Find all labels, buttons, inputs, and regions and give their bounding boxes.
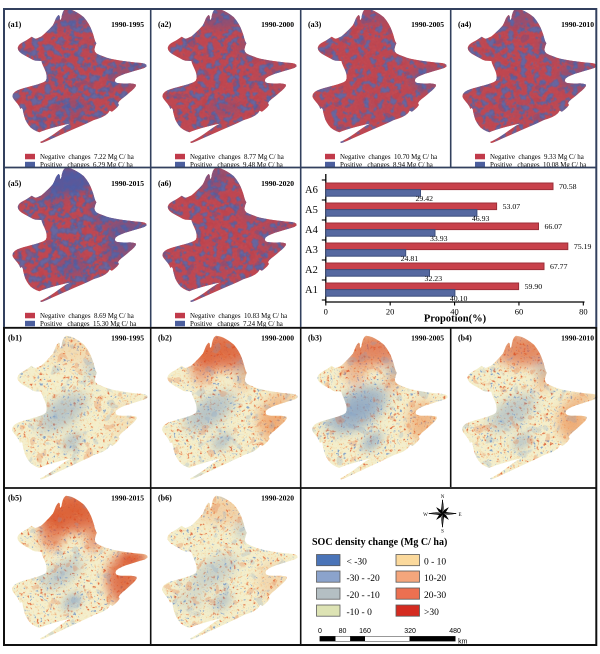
svg-text:29.42: 29.42 bbox=[416, 194, 434, 203]
svg-text:-10 - 0: -10 - 0 bbox=[347, 608, 373, 618]
svg-text:Positive changes 6.29 Mg C/: Positive changes 6.29 Mg C/ ha bbox=[40, 162, 133, 169]
svg-text:A4: A4 bbox=[305, 225, 319, 236]
svg-text:33.93: 33.93 bbox=[430, 234, 448, 243]
svg-text:1990-2015: 1990-2015 bbox=[111, 494, 144, 503]
svg-text:40.10: 40.10 bbox=[450, 294, 468, 303]
svg-text:SOC density change (Mg C/ ha): SOC density change (Mg C/ ha) bbox=[312, 537, 447, 548]
svg-text:1990-1995: 1990-1995 bbox=[111, 334, 144, 343]
svg-text:Negative changes 8.69 Mg C/: Negative changes 8.69 Mg C/ ha bbox=[40, 313, 134, 320]
svg-text:Negative changes 8.77 Mg C/: Negative changes 8.77 Mg C/ ha bbox=[190, 154, 284, 161]
svg-text:N: N bbox=[441, 495, 445, 500]
svg-text:(a5): (a5) bbox=[8, 179, 22, 188]
svg-text:< -30: < -30 bbox=[347, 557, 368, 567]
svg-text:1990-2005: 1990-2005 bbox=[411, 334, 444, 343]
svg-text:80: 80 bbox=[339, 628, 347, 635]
svg-text:1990-2010: 1990-2010 bbox=[561, 20, 594, 29]
svg-text:59.90: 59.90 bbox=[525, 282, 543, 291]
svg-text:(a1): (a1) bbox=[8, 20, 22, 29]
svg-text:Propotion(%): Propotion(%) bbox=[424, 314, 487, 325]
svg-text:km: km bbox=[458, 639, 468, 646]
svg-text:Positive changes 8.94 Mg C/: Positive changes 8.94 Mg C/ ha bbox=[340, 162, 433, 169]
svg-text:W: W bbox=[423, 513, 428, 518]
svg-text:53.07: 53.07 bbox=[503, 202, 521, 211]
svg-text:75.19: 75.19 bbox=[574, 242, 592, 251]
svg-text:32.23: 32.23 bbox=[425, 274, 443, 283]
svg-text:1990-1995: 1990-1995 bbox=[111, 20, 144, 29]
svg-text:0 - 10: 0 - 10 bbox=[424, 557, 446, 567]
svg-text:10-20: 10-20 bbox=[424, 574, 446, 584]
svg-text:320: 320 bbox=[404, 628, 416, 635]
svg-text:>30: >30 bbox=[424, 608, 439, 618]
svg-text:-30 - -20: -30 - -20 bbox=[347, 574, 380, 584]
svg-text:480: 480 bbox=[449, 628, 461, 635]
svg-text:1990-2020: 1990-2020 bbox=[261, 179, 294, 188]
svg-text:(b4): (b4) bbox=[458, 334, 472, 343]
svg-text:1990-2020: 1990-2020 bbox=[261, 494, 294, 503]
svg-text:(a3): (a3) bbox=[308, 20, 322, 29]
svg-text:1990-2000: 1990-2000 bbox=[261, 20, 294, 29]
svg-text:Positive changes 9.48 Mg C/: Positive changes 9.48 Mg C/ ha bbox=[190, 162, 283, 169]
svg-text:A3: A3 bbox=[305, 245, 318, 256]
svg-text:Negative changes 10.83 Mg C/: Negative changes 10.83 Mg C/ ha bbox=[190, 313, 287, 320]
svg-text:0: 0 bbox=[324, 307, 328, 317]
svg-text:67.77: 67.77 bbox=[550, 262, 568, 271]
svg-text:40: 40 bbox=[450, 307, 459, 317]
svg-text:Positive changes 10.08 Mg C: Positive changes 10.08 Mg C/ ha bbox=[490, 162, 586, 169]
svg-text:46.93: 46.93 bbox=[472, 214, 490, 223]
svg-text:24.81: 24.81 bbox=[401, 254, 419, 263]
svg-text:(b6): (b6) bbox=[158, 494, 172, 503]
svg-text:-20 - -10: -20 - -10 bbox=[347, 591, 380, 601]
svg-text:S: S bbox=[441, 530, 444, 535]
svg-text:(b1): (b1) bbox=[8, 334, 22, 343]
svg-text:0: 0 bbox=[318, 628, 322, 635]
svg-text:20: 20 bbox=[386, 307, 395, 317]
svg-text:(a2): (a2) bbox=[158, 20, 172, 29]
svg-text:Positive changes 15.30 Mg C: Positive changes 15.30 Mg C/ ha bbox=[40, 321, 136, 328]
svg-text:A6: A6 bbox=[305, 185, 318, 196]
svg-text:1990-2000: 1990-2000 bbox=[261, 334, 294, 343]
svg-text:Negative changes 7.22 Mg C/: Negative changes 7.22 Mg C/ ha bbox=[40, 154, 134, 161]
svg-text:E: E bbox=[458, 513, 461, 518]
svg-text:(a4): (a4) bbox=[458, 20, 472, 29]
svg-text:(b5): (b5) bbox=[8, 494, 22, 503]
svg-text:(a6): (a6) bbox=[158, 179, 172, 188]
svg-text:1990-2010: 1990-2010 bbox=[561, 334, 594, 343]
svg-text:A1: A1 bbox=[305, 285, 318, 296]
svg-text:Positive changes 7.24 Mg C/: Positive changes 7.24 Mg C/ ha bbox=[190, 321, 283, 328]
svg-text:Negative changes 9.33 Mg C/: Negative changes 9.33 Mg C/ ha bbox=[490, 154, 584, 161]
svg-text:1990-2015: 1990-2015 bbox=[111, 179, 144, 188]
svg-text:A5: A5 bbox=[305, 205, 318, 216]
svg-text:20-30: 20-30 bbox=[424, 591, 446, 601]
svg-text:1990-2005: 1990-2005 bbox=[411, 20, 444, 29]
svg-text:66.07: 66.07 bbox=[544, 222, 562, 231]
svg-text:70.58: 70.58 bbox=[559, 182, 577, 191]
svg-text:A2: A2 bbox=[305, 265, 318, 276]
svg-text:160: 160 bbox=[359, 628, 371, 635]
svg-text:60: 60 bbox=[515, 307, 524, 317]
svg-text:80: 80 bbox=[579, 307, 588, 317]
svg-text:(b2): (b2) bbox=[158, 334, 172, 343]
svg-text:Negative changes 10.70 Mg C/: Negative changes 10.70 Mg C/ ha bbox=[340, 154, 437, 161]
svg-text:(b3): (b3) bbox=[308, 334, 322, 343]
